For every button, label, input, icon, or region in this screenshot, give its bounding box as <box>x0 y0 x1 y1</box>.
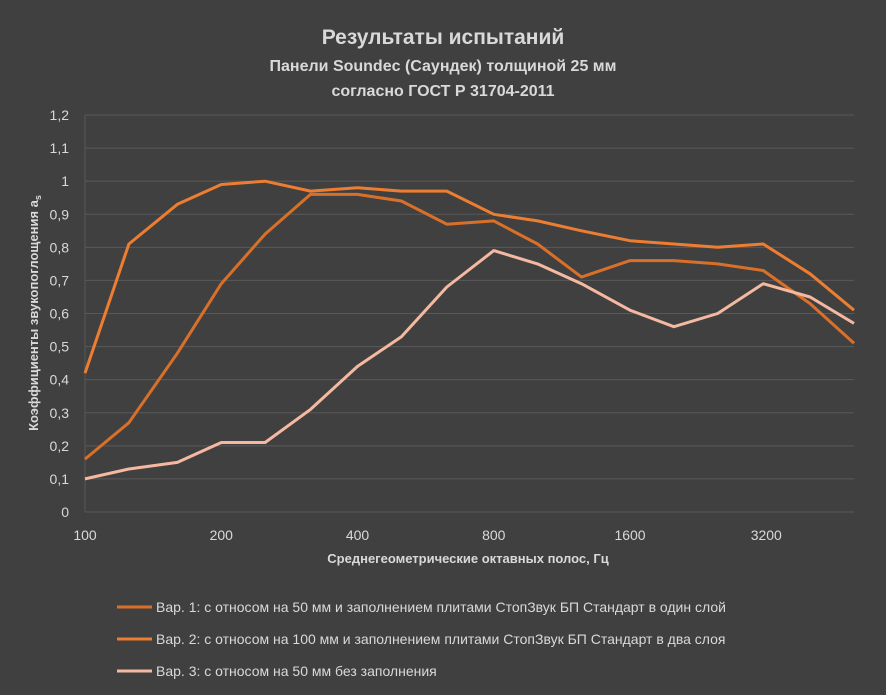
y-tick-label: 0,4 <box>50 372 70 388</box>
x-axis-ticks: 100 200 400 800 1600 3200 <box>73 527 782 543</box>
y-tick-label: 0,5 <box>50 339 70 355</box>
series-lines <box>83 179 856 481</box>
y-tick-label: 0,3 <box>50 405 70 421</box>
x-axis-label: Среднегеометрические октавных полос, Гц <box>327 551 608 566</box>
x-tick-label: 100 <box>73 527 97 543</box>
series-line-2 <box>83 179 855 374</box>
chart-title: Результаты испытаний <box>322 26 565 49</box>
y-axis-ticks: 0 0,1 0,2 0,3 0,4 0,5 0,6 0,7 0,8 0,9 1 1,1 1,2 <box>50 107 70 520</box>
y-tick-label: 0,8 <box>50 239 70 255</box>
legend-label-1: Вар. 1: с относом на 50 мм и заполнением… <box>156 599 726 615</box>
y-tick-label: 0,1 <box>50 471 70 487</box>
y-tick-label: 1,1 <box>50 140 70 156</box>
x-tick-label: 3200 <box>751 527 782 543</box>
x-tick-label: 400 <box>346 527 370 543</box>
legend-label-2: Вар. 2: с относом на 100 мм и заполнение… <box>156 631 726 647</box>
x-tick-label: 200 <box>210 527 234 543</box>
y-tick-label: 1 <box>61 173 69 189</box>
x-tick-label: 800 <box>482 527 506 543</box>
y-axis-label: Коэффициенты звукопоглощения as <box>26 195 43 431</box>
chart-subtitle-1: Панели Soundec (Саундек) толщиной 25 мм <box>270 58 617 75</box>
y-tick-label: 0,7 <box>50 272 70 288</box>
chart-subtitle-2: согласно ГОСТ Р 31704-2011 <box>331 83 554 100</box>
y-tick-label: 0,2 <box>50 438 70 454</box>
x-tick-label: 1600 <box>614 527 645 543</box>
y-tick-label: 0 <box>61 504 69 520</box>
series-line-1 <box>84 192 856 461</box>
series-line-3 <box>84 249 855 481</box>
y-tick-label: 0,9 <box>50 206 70 222</box>
gridlines <box>84 114 854 513</box>
y-tick-label: 0,6 <box>50 306 70 322</box>
y-tick-label: 1,2 <box>50 107 70 123</box>
legend-label-3: Вар. 3: с относом на 50 мм без заполнени… <box>156 663 437 679</box>
legend: Вар. 1: с относом на 50 мм и заполнением… <box>117 599 726 679</box>
